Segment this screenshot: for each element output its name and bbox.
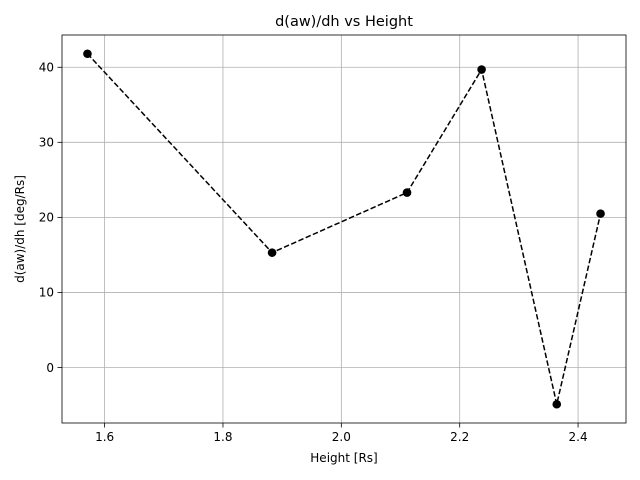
chart-title: d(aw)/dh vs Height (275, 14, 413, 30)
grid (62, 35, 626, 423)
y-tick-label: 0 (46, 361, 54, 375)
y-tick-label: 10 (39, 286, 54, 300)
y-axis-label: d(aw)/dh [deg/Rs] (13, 175, 27, 283)
y-tick-label: 20 (39, 211, 54, 225)
data-point (83, 49, 92, 59)
x-tick-label: 2.0 (332, 430, 351, 444)
y-axis-ticks: 0 10 20 30 40 (39, 61, 62, 375)
x-tick-label: 2.2 (450, 430, 469, 444)
series-layer (83, 49, 605, 409)
data-point (477, 65, 486, 74)
y-tick-label: 30 (39, 136, 54, 150)
plot-frame (61, 34, 627, 424)
data-point (552, 399, 562, 409)
x-tick-label: 1.6 (95, 430, 114, 444)
data-point (267, 248, 277, 257)
x-axis-ticks: 1.6 1.8 2.0 2.2 2.4 (95, 423, 588, 444)
data-point (402, 188, 412, 197)
y-tick-label: 40 (39, 61, 54, 75)
x-tick-label: 2.4 (569, 430, 588, 444)
series-line (86, 53, 602, 405)
x-axis-label: Height [Rs] (310, 451, 377, 465)
x-tick-label: 1.8 (213, 430, 232, 444)
data-point (596, 209, 605, 218)
